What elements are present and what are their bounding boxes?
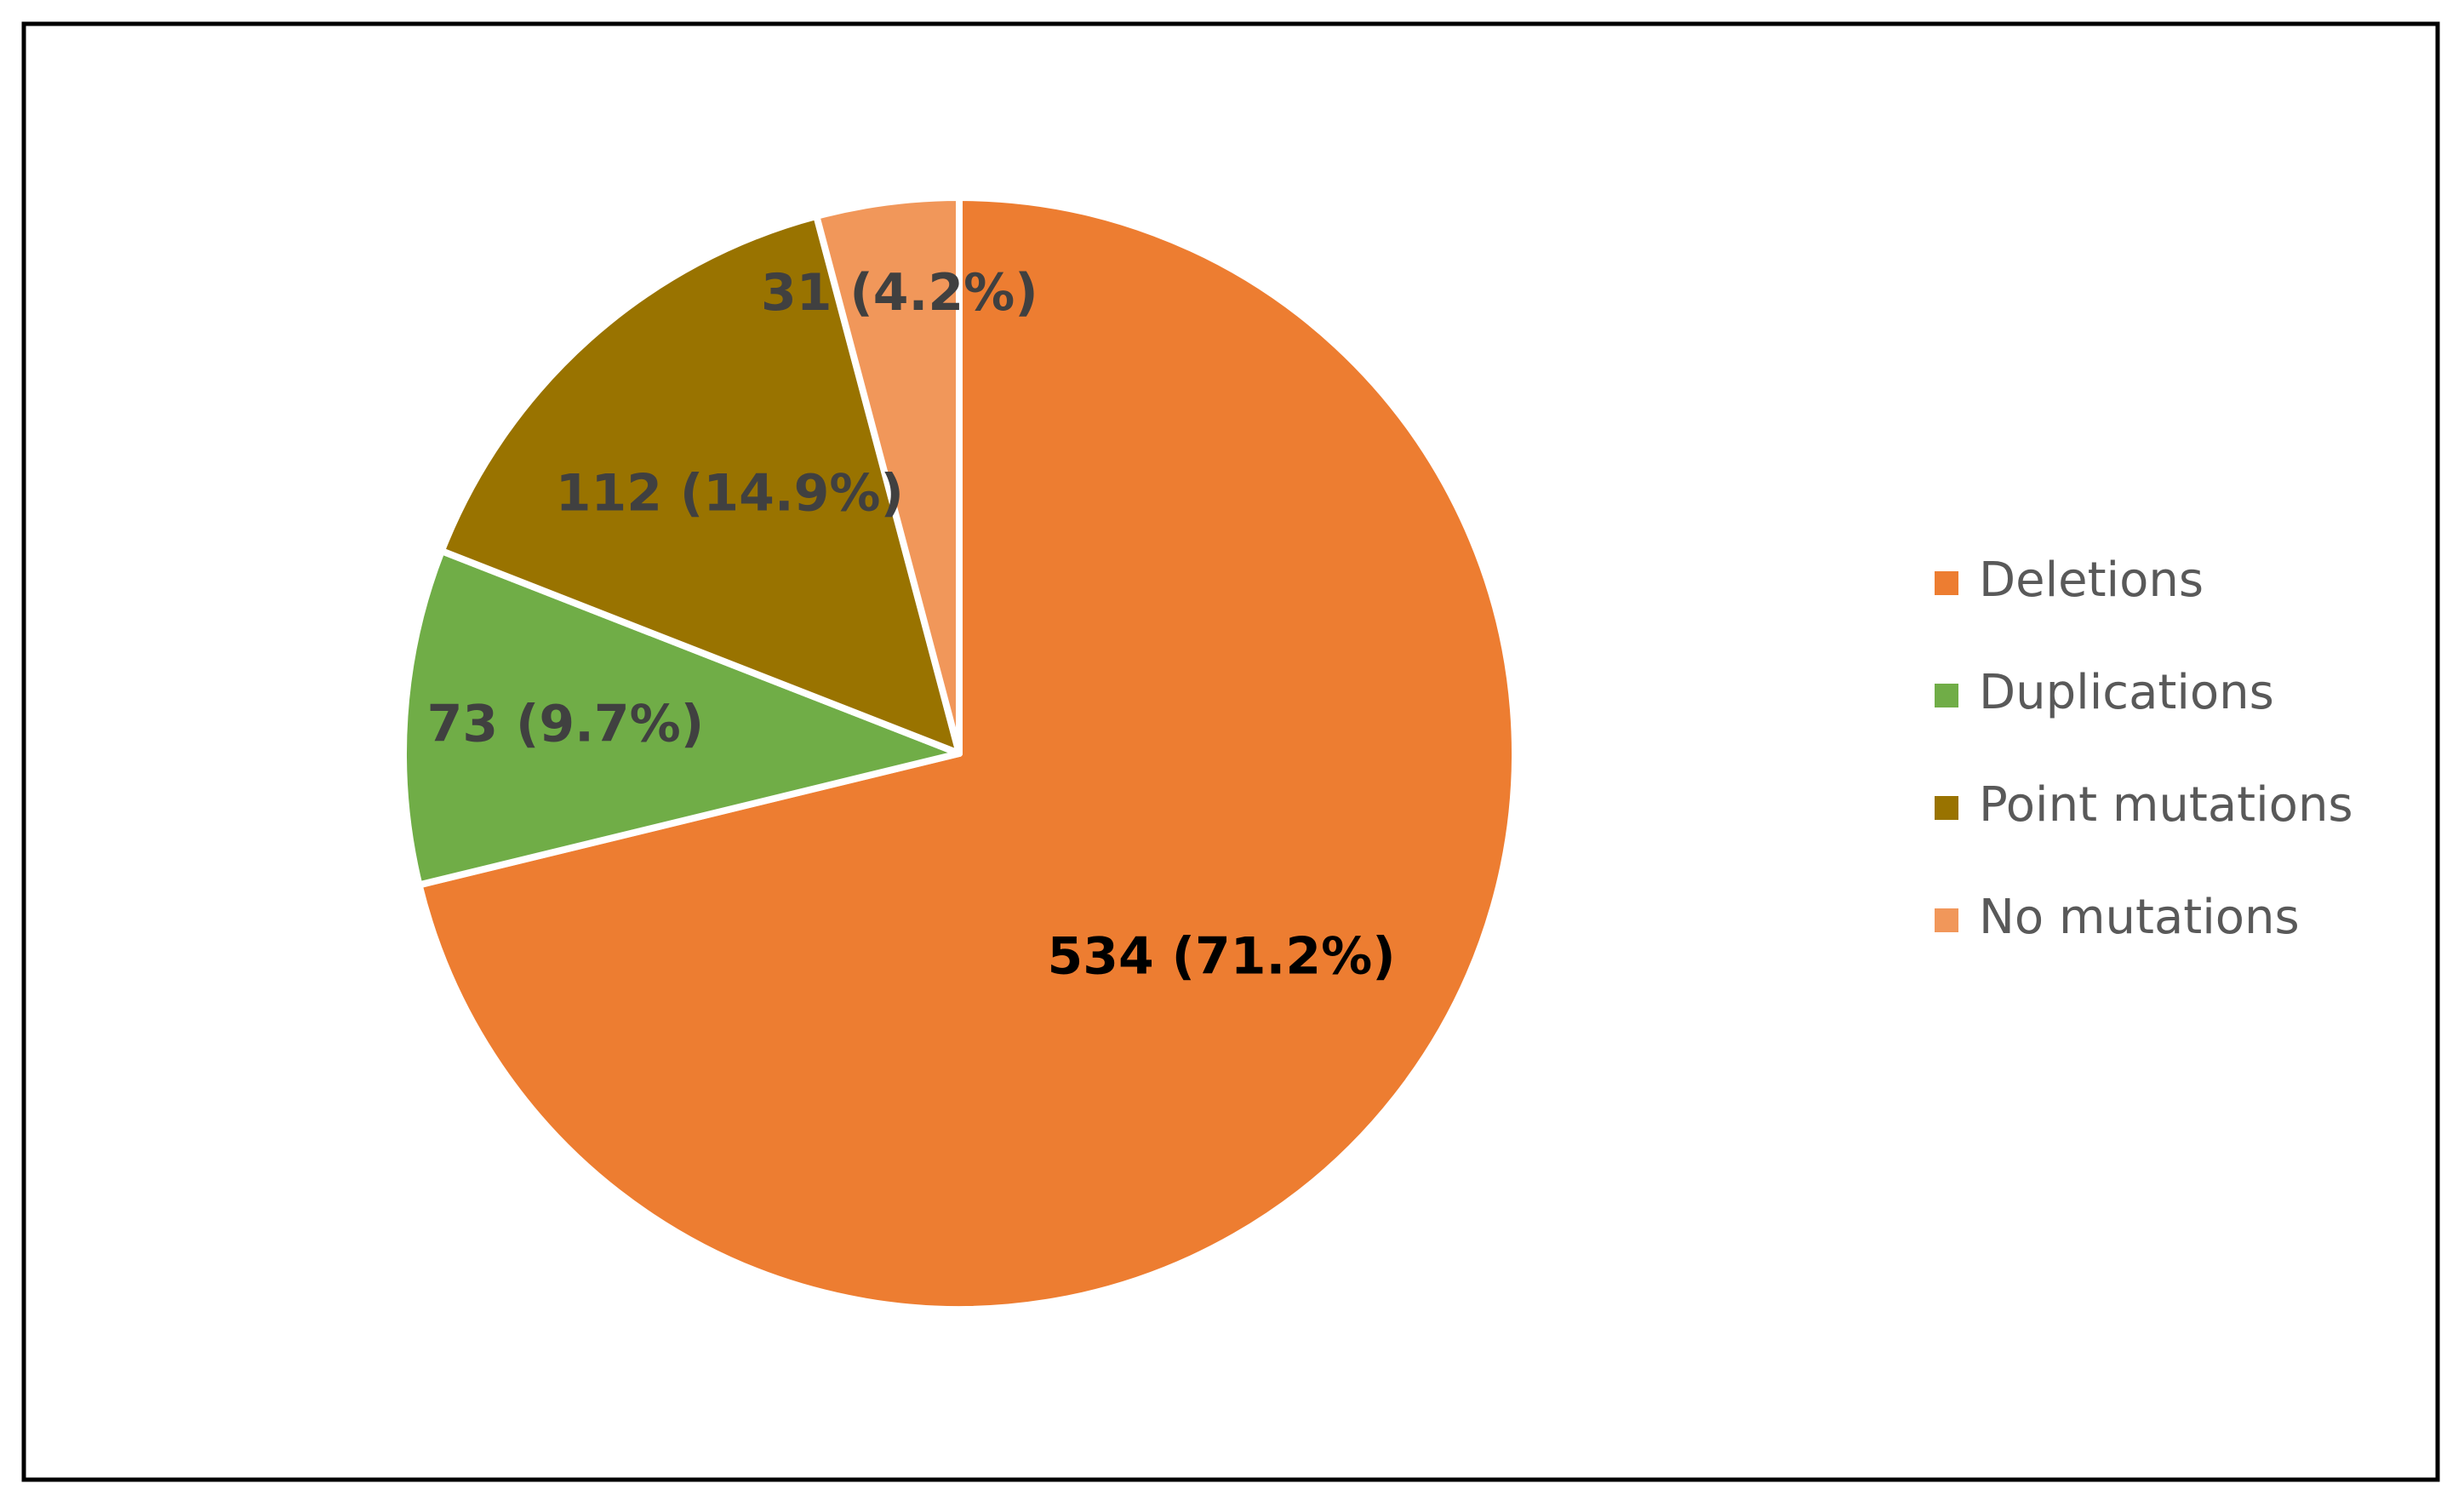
legend-swatch <box>1935 796 1958 820</box>
legend-swatch <box>1935 684 1958 707</box>
legend-label: Point mutations <box>1979 777 2353 833</box>
pie-slice <box>400 547 963 889</box>
pie-slice <box>415 194 1518 1313</box>
data-label: 534 (71.2%) <box>1047 927 1395 987</box>
legend-label: Deletions <box>1979 553 2204 608</box>
legend-label: Duplications <box>1979 665 2274 720</box>
pie-slice <box>813 194 963 757</box>
data-label: 31 (4.2%) <box>761 263 1038 323</box>
data-label: 73 (9.7%) <box>427 695 705 754</box>
data-label: 112 (14.9%) <box>556 464 904 524</box>
pie-slice <box>437 212 963 757</box>
legend-swatch <box>1935 571 1958 595</box>
legend-label: No mutations <box>1979 890 2300 945</box>
legend-swatch <box>1935 908 1958 932</box>
